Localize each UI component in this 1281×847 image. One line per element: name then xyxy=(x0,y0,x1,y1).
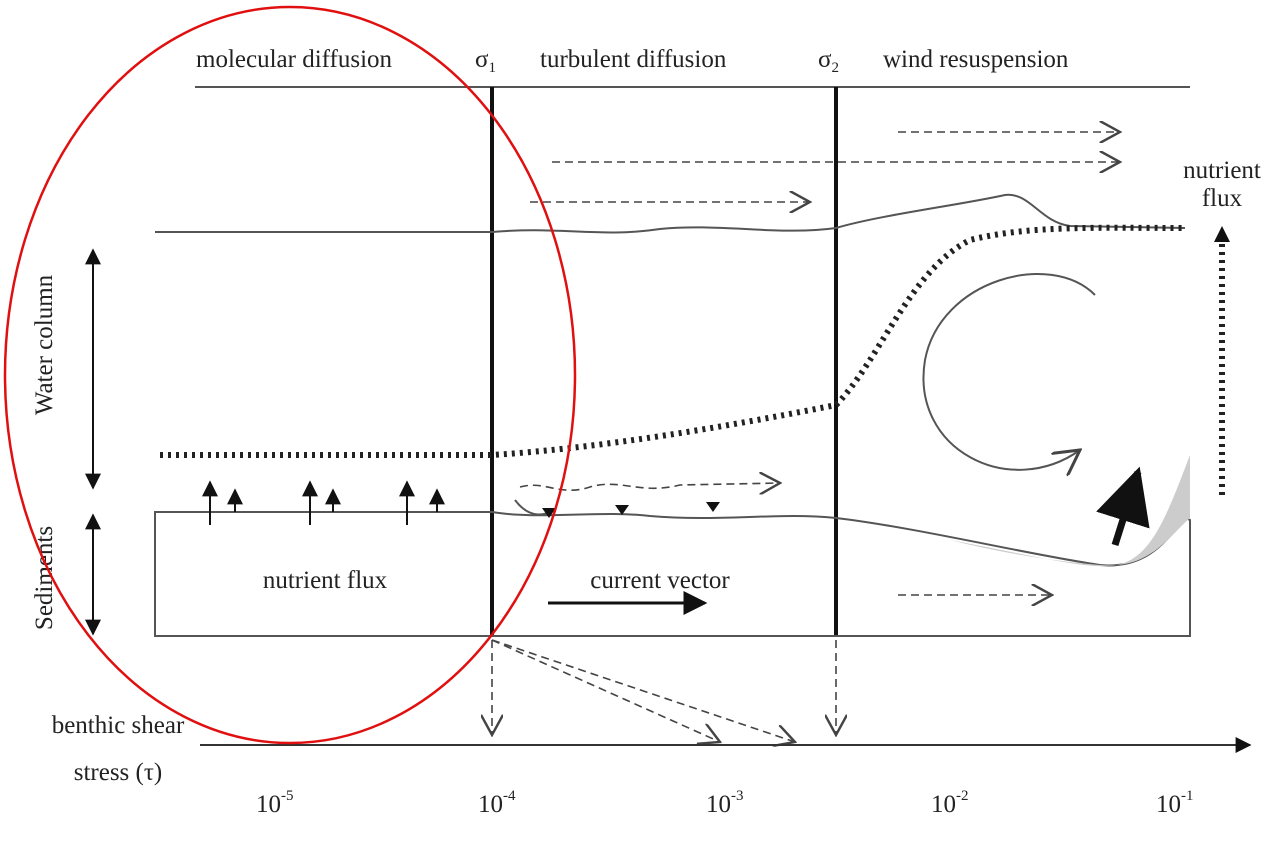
deposit-marker xyxy=(542,508,556,518)
threshold-label: σ1 xyxy=(475,46,496,76)
flow-arrow xyxy=(519,483,780,490)
threshold-projection xyxy=(491,639,720,742)
regime-label: molecular diffusion xyxy=(196,46,393,73)
inner-label: current vector xyxy=(590,567,730,594)
resuspension-arrow xyxy=(1096,466,1150,547)
tick-label: 10-3 xyxy=(706,788,744,818)
axis-ticks: 10-5 10-4 10-3 10-2 10-1 xyxy=(256,788,1194,818)
threshold-label: σ2 xyxy=(818,46,839,76)
axis-title: stress (τ) xyxy=(74,759,163,786)
water-surface xyxy=(155,193,1186,234)
flux-label: nutrient xyxy=(1183,157,1261,184)
eddy-arrow xyxy=(922,273,1096,470)
axis-title: benthic shear xyxy=(52,712,185,739)
deposit-marker xyxy=(706,502,720,512)
inner-label: nutrient flux xyxy=(263,567,388,594)
regime-label: wind resuspension xyxy=(883,46,1069,73)
tick-label: 10-1 xyxy=(1156,788,1194,818)
regime-label: turbulent diffusion xyxy=(540,46,727,73)
tick-label: 10-2 xyxy=(931,788,969,818)
deposit-marker xyxy=(615,505,629,515)
arrow-head xyxy=(1214,226,1230,242)
tick-label: 10-5 xyxy=(256,788,294,818)
highlight-ellipse xyxy=(3,5,577,745)
side-label: Water column xyxy=(31,274,58,415)
flux-arrows xyxy=(202,480,445,525)
flux-label: flux xyxy=(1202,185,1243,212)
threshold-projection xyxy=(491,639,795,742)
tick-label: 10-4 xyxy=(478,788,516,818)
